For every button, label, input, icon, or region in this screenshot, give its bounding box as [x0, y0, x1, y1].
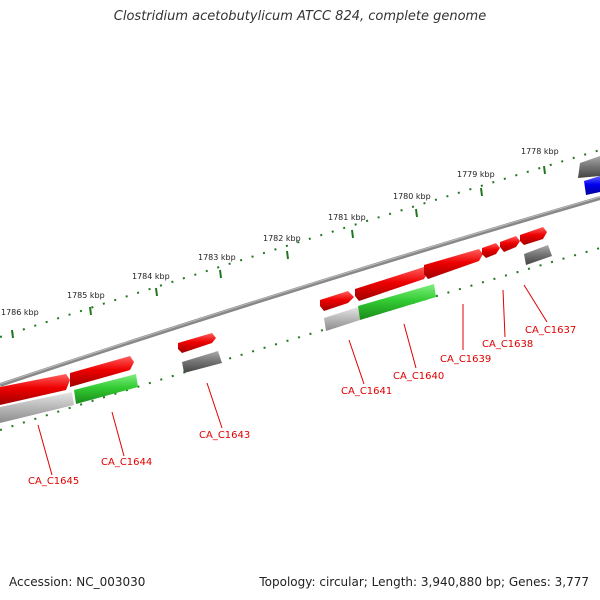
locus-label-CA_C1641: CA_C1641 [341, 386, 392, 397]
feature-grey-1637 [524, 245, 552, 265]
leader-CA_C1645 [37, 424, 53, 476]
kbp-label-1779: 1779 kbp [457, 170, 495, 179]
gene-CA_C1638 [482, 243, 500, 258]
tick-1781 [351, 229, 354, 239]
gene-CA_C1641 [320, 291, 354, 311]
locus-label-CA_C1639: CA_C1639 [440, 354, 491, 365]
tick-1780 [415, 208, 418, 218]
tick-1783 [219, 269, 222, 279]
tick-1779 [480, 187, 483, 197]
gene-CA_C1639 [424, 249, 483, 279]
leader-CA_C1640 [403, 323, 417, 369]
locus-label-CA_C1638: CA_C1638 [482, 339, 533, 350]
feature-lightgrey-1641 [324, 307, 360, 331]
gene-CA_C1645 [0, 374, 70, 405]
leader-CA_C1643 [206, 382, 223, 429]
tick-1782 [286, 250, 289, 260]
kbp-label-1782: 1782 kbp [263, 234, 301, 243]
leader-CA_C1644 [111, 411, 125, 457]
gene-CA_C1637a [500, 236, 520, 252]
feature-green-1644 [74, 374, 138, 404]
locus-label-CA_C1637: CA_C1637 [525, 325, 576, 336]
locus-label-CA_C1643: CA_C1643 [199, 430, 250, 441]
feature-grey-1643 [182, 351, 222, 373]
kbp-label-1786: 1786 kbp [1, 308, 39, 317]
kbp-label-1781: 1781 kbp [328, 213, 366, 222]
leader-CA_C1637 [523, 284, 548, 323]
leader-CA_C1638 [502, 289, 506, 338]
kbp-label-1785: 1785 kbp [67, 291, 105, 300]
major-ticks [11, 165, 546, 339]
gene-CA_C1637b [520, 227, 547, 245]
tick-1786 [11, 329, 14, 339]
feature-blue-topright [584, 176, 600, 195]
locus-label-CA_C1645: CA_C1645 [28, 476, 79, 487]
feature-grey-topright [578, 156, 600, 178]
feature-lightgrey-1645 [0, 392, 74, 423]
kbp-label-1784: 1784 kbp [132, 272, 170, 281]
genome-backbone [0, 196, 600, 387]
locus-label-CA_C1640: CA_C1640 [393, 371, 444, 382]
locus-label-CA_C1644: CA_C1644 [101, 457, 152, 468]
leader-lines [37, 284, 548, 476]
gene-CA_C1640 [355, 267, 428, 301]
tick-1785 [89, 306, 92, 316]
leader-CA_C1641 [348, 339, 365, 385]
feature-green-1640 [358, 284, 436, 320]
map-title: Clostridium acetobutylicum ATCC 824, com… [113, 9, 487, 24]
genome-summary: Topology: circular; Length: 3,940,880 bp… [259, 575, 589, 589]
gene-CA_C1644 [70, 356, 134, 387]
genome-backbone-highlight [0, 196, 600, 385]
kbp-label-1783: 1783 kbp [198, 253, 236, 262]
kbp-label-1780: 1780 kbp [393, 192, 431, 201]
kbp-label-1778: 1778 kbp [521, 147, 559, 156]
tick-1784 [155, 287, 158, 297]
tick-1778 [543, 165, 546, 175]
accession-label: Accession: NC_003030 [9, 575, 146, 589]
gene-CA_C1643 [178, 333, 216, 353]
